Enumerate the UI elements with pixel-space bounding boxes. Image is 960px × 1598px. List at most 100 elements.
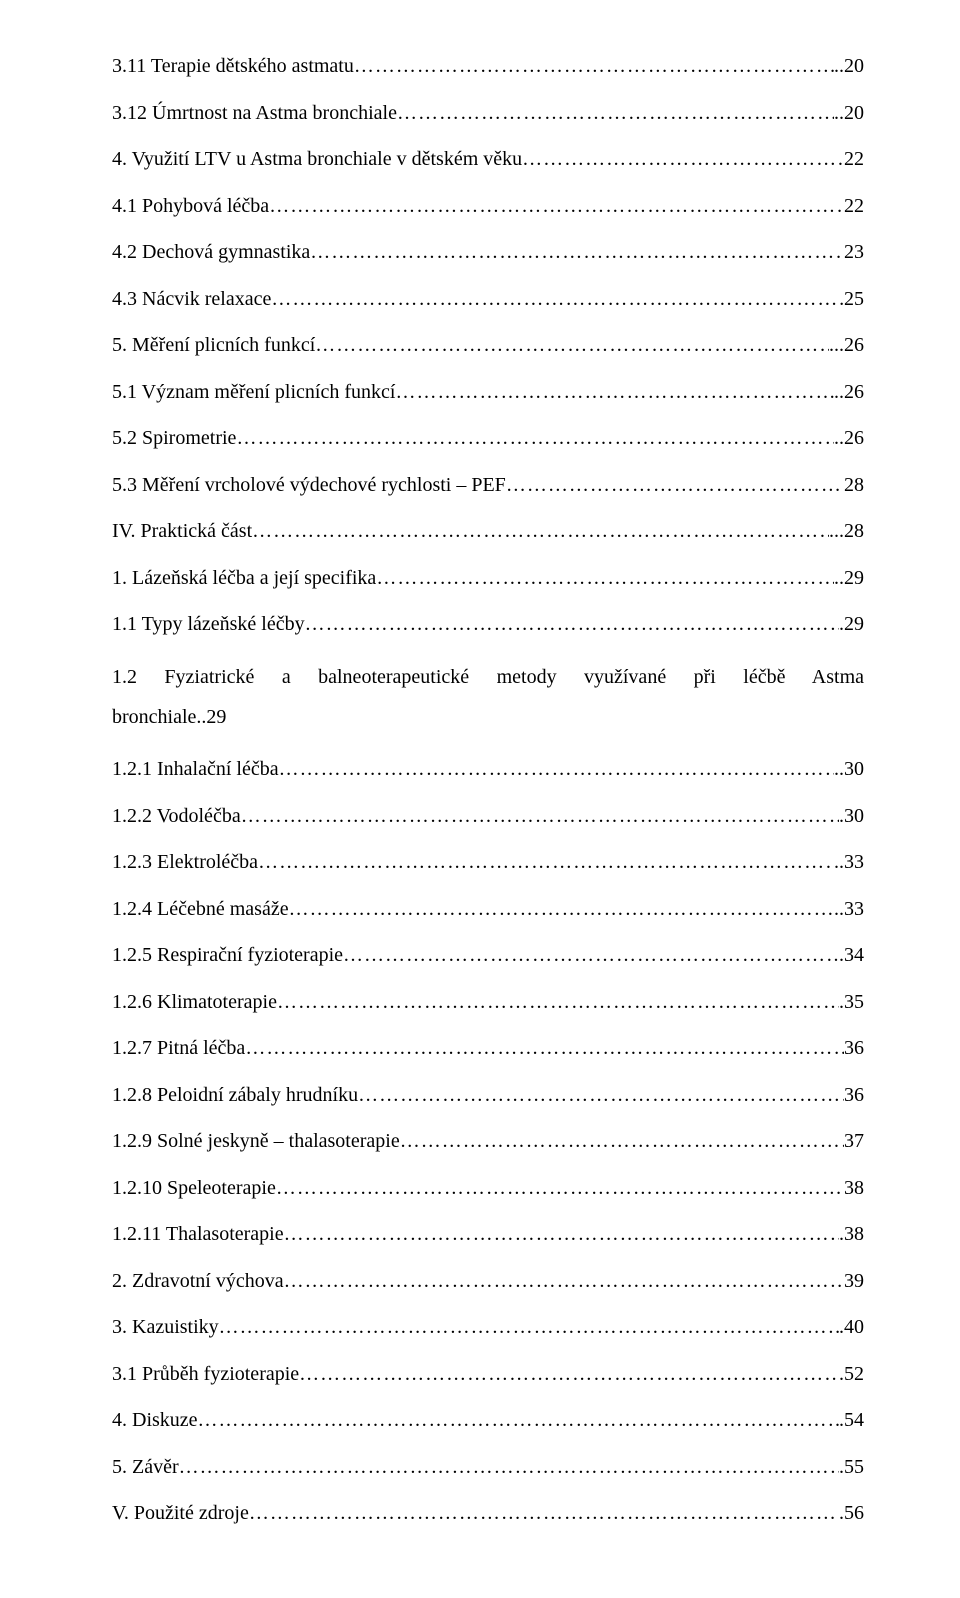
toc-entry-label: 1.2.2 Vodoléčba [112,802,241,830]
toc-entry: IV. Praktická část...28 [112,517,864,545]
table-of-contents: 3.11 Terapie dětského astmatu..203.12 Úm… [112,52,864,1527]
toc-leader-dots [397,99,834,127]
toc-leader-dots [299,1360,839,1388]
toc-entry: 1.2.7 Pitná léčba36 [112,1034,864,1062]
toc-entry: 5.2 Spirometrie ..26 [112,424,864,452]
toc-entry-label: 1.2.8 Peloidní zábaly hrudníku [112,1081,358,1109]
toc-entry-label: 3. Kazuistiky [112,1313,219,1341]
toc-leader-dots [284,1220,839,1248]
toc-leader-dots [522,145,844,173]
toc-leader-dots [245,1034,844,1062]
toc-entry: V. Použité zdroje.56 [112,1499,864,1527]
toc-entry-label: 4. Diskuze [112,1406,198,1434]
toc-leader-dots [258,848,834,876]
toc-entry-wrapped: 1.2 Fyziatrické a balneoterapeutické met… [112,657,864,737]
toc-entry-label: 1.2.3 Elektroléčba [112,848,258,876]
toc-leader-dots [269,192,844,220]
toc-page-number: ..33 [834,848,864,876]
toc-page-number: ..29 [196,697,226,737]
toc-entry-label: 1.2.6 Klimatoterapie [112,988,277,1016]
toc-entry-label: 5. Měření plicních funkcí [112,331,315,359]
toc-entry-label: 3.11 Terapie dětského astmatu [112,52,354,80]
toc-leader-dots [376,564,834,592]
toc-entry: 1.2.11 Thalasoterapie.38 [112,1220,864,1248]
toc-entry: 4. Diskuze .54 [112,1406,864,1434]
toc-page-number: 25 [844,285,864,313]
toc-entry-label: 1.2.1 Inhalační léčba [112,755,279,783]
toc-page-number: ...26 [829,331,864,359]
toc-entry: 5. Závěr .55 [112,1453,864,1481]
toc-page-number: 38 [844,1174,864,1202]
toc-entry-continuation: bronchiale..29 [112,697,864,737]
toc-entry: 4.1 Pohybová léčba 22 [112,192,864,220]
toc-entry-label: 3.12 Úmrtnost na Astma bronchiale [112,99,397,127]
toc-entry: 1.2.10 Speleoterapie 38 [112,1174,864,1202]
toc-page-number: 36 [844,1081,864,1109]
toc-page-number: 28 [844,471,864,499]
toc-page-number: 23 [844,238,864,266]
toc-page-number: ..20 [834,52,864,80]
toc-page-number: .29 [839,610,864,638]
toc-entry-label: bronchiale [112,697,196,737]
toc-entry: 2. Zdravotní výchova39 [112,1267,864,1295]
toc-page-number: .40 [839,1313,864,1341]
toc-entry-label: 4.2 Dechová gymnastika [112,238,310,266]
toc-entry: 5.3 Měření vrcholové výdechové rychlosti… [112,471,864,499]
toc-leader-dots [400,1127,844,1155]
toc-page-number: ..33 [834,895,864,923]
toc-entry-label: 5. Závěr [112,1453,179,1481]
toc-entry-label: 5.2 Spirometrie [112,424,236,452]
toc-page-number: 22 [844,192,864,220]
toc-leader-dots [354,52,834,80]
toc-leader-dots [284,1267,844,1295]
toc-page-number: .54 [839,1406,864,1434]
toc-leader-dots [343,941,839,969]
toc-leader-dots [241,802,839,830]
toc-entry: 4.3 Nácvik relaxace 25 [112,285,864,313]
toc-leader-dots [315,331,829,359]
toc-entry-label: 4.3 Nácvik relaxace [112,285,271,313]
toc-entry-label: 1.2.11 Thalasoterapie [112,1220,284,1248]
toc-leader-dots [279,755,834,783]
toc-entry: 3. Kazuistiky .40 [112,1313,864,1341]
toc-page-number: .30 [839,802,864,830]
toc-page-number: ...28 [829,517,864,545]
toc-leader-dots [249,1499,839,1527]
toc-page-number: 37 [844,1127,864,1155]
toc-entry: 1.2.9 Solné jeskyně – thalasoterapie37 [112,1127,864,1155]
toc-entry: 1.1 Typy lázeňské léčby.29 [112,610,864,638]
toc-entry: 3.1 Průběh fyzioterapie .52 [112,1360,864,1388]
toc-entry-label: 3.1 Průběh fyzioterapie [112,1360,299,1388]
toc-entry: 3.12 Úmrtnost na Astma bronchiale ..20 [112,99,864,127]
toc-leader-dots [277,988,839,1016]
toc-page-number: .34 [839,941,864,969]
toc-leader-dots [310,238,844,266]
toc-page-number: .35 [839,988,864,1016]
toc-entry-label: 1.2.7 Pitná léčba [112,1034,245,1062]
toc-entry-label: 2. Zdravotní výchova [112,1267,284,1295]
toc-entry-label: 1.2 Fyziatrické a balneoterapeutické met… [112,657,864,697]
toc-page-number: ..26 [834,424,864,452]
toc-page-number: .55 [839,1453,864,1481]
toc-entry: 1.2.8 Peloidní zábaly hrudníku 36 [112,1081,864,1109]
toc-page-number: ..26 [834,378,864,406]
toc-entry-label: 1.2.5 Respirační fyzioterapie [112,941,343,969]
toc-leader-dots [276,1174,844,1202]
toc-entry: 1.2.4 Léčebné masáže..33 [112,895,864,923]
toc-entry-label: 4.1 Pohybová léčba [112,192,269,220]
toc-page-number: 22 [844,145,864,173]
toc-entry: 4. Využití LTV u Astma bronchiale v děts… [112,145,864,173]
toc-leader-dots [198,1406,839,1434]
toc-leader-dots [236,424,834,452]
toc-page-number: .56 [839,1499,864,1527]
toc-page-number: ..30 [834,755,864,783]
toc-leader-dots [358,1081,844,1109]
toc-page-number: ..20 [834,99,864,127]
toc-entry: 3.11 Terapie dětského astmatu ..20 [112,52,864,80]
toc-leader-dots [305,610,839,638]
toc-entry-label: 4. Využití LTV u Astma bronchiale v děts… [112,145,522,173]
toc-entry: 4.2 Dechová gymnastika 23 [112,238,864,266]
toc-entry-label: 1.2.10 Speleoterapie [112,1174,276,1202]
toc-page-number: .52 [839,1360,864,1388]
toc-entry: 5.1 Význam měření plicních funkcí..26 [112,378,864,406]
